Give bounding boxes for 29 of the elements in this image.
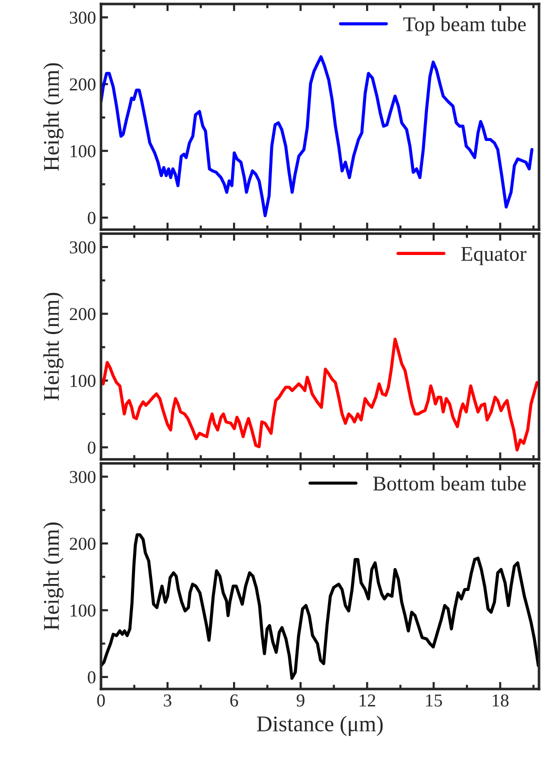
y-tick-label: 300 bbox=[70, 241, 96, 254]
y-tick-label: 100 bbox=[70, 374, 96, 387]
y-axis-title: Height (nm) bbox=[43, 292, 64, 400]
y-tick-label: 200 bbox=[70, 538, 96, 550]
x-tick-label: 6 bbox=[230, 694, 238, 707]
legend-label: Equator bbox=[461, 247, 526, 266]
y-tick-label: 0 bbox=[88, 212, 96, 224]
y-tick-label: 100 bbox=[70, 604, 96, 617]
legend-label: Top beam tube bbox=[403, 16, 526, 36]
x-tick-label: 3 bbox=[164, 694, 172, 707]
y-tick-label: 100 bbox=[70, 145, 96, 158]
x-tick-label: 15 bbox=[426, 694, 442, 707]
line-series bbox=[101, 338, 539, 452]
y-tick-label: 300 bbox=[70, 12, 96, 24]
x-tick-label: 9 bbox=[296, 694, 304, 707]
x-axis-title: Distance (μm) bbox=[256, 716, 383, 736]
x-tick-label: 18 bbox=[492, 694, 509, 707]
y-tick-label: 0 bbox=[88, 442, 96, 454]
x-tick-label: 12 bbox=[360, 694, 376, 706]
y-axis-title: Height (nm) bbox=[43, 63, 64, 171]
x-tick-label: 0 bbox=[97, 694, 105, 707]
y-axis-title: Height (nm) bbox=[43, 522, 64, 630]
y-tick-label: 0 bbox=[88, 671, 96, 684]
line-series bbox=[101, 533, 539, 680]
y-tick-label: 200 bbox=[70, 78, 96, 91]
y-tick-label: 200 bbox=[70, 308, 96, 320]
y-tick-label: 300 bbox=[70, 470, 96, 484]
legend-label: Bottom beam tube bbox=[373, 476, 526, 491]
line-series bbox=[101, 55, 534, 218]
